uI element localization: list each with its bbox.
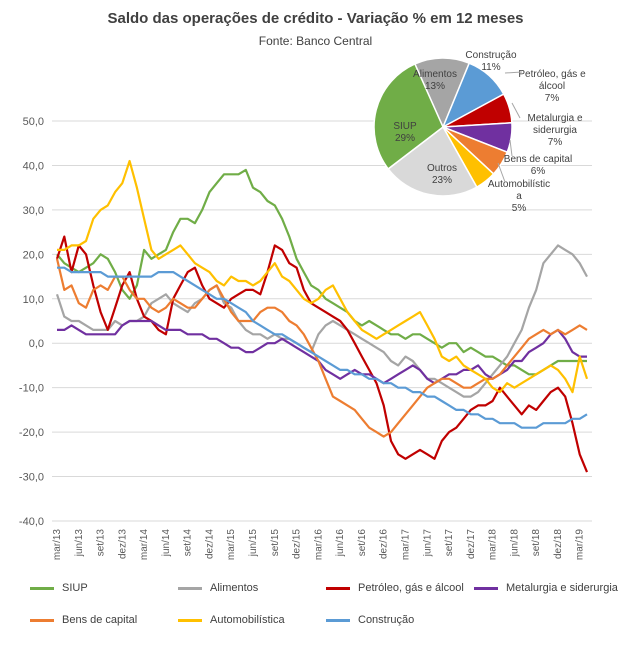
pie-leader-line [504, 71, 523, 74]
x-tick-label: dez/14 [204, 529, 215, 559]
pie-leader-line [511, 102, 521, 119]
series-line-6 [57, 266, 588, 429]
pie-label-bens-de-capital: Bens de capital 6% [504, 154, 572, 177]
y-tick-label: 30,0 [23, 205, 44, 217]
x-tick-label: mar/13 [52, 529, 63, 561]
pie-label-automobilistica: Automobilístic a 5% [488, 179, 550, 214]
pie-label-siup: SIUP 29% [393, 121, 417, 144]
x-tick-label: set/13 [96, 529, 107, 557]
pie-label-outros: Outros 23% [427, 163, 457, 186]
x-tick-label: mar/18 [488, 529, 499, 561]
legend-label: Petróleo, gás e álcool [358, 582, 464, 594]
x-tick-label: dez/16 [379, 529, 390, 559]
y-tick-label: 20,0 [23, 249, 44, 261]
x-tick-label: set/14 [183, 529, 194, 557]
x-tick-label: mar/14 [139, 529, 150, 561]
legend-swatch [178, 618, 202, 622]
legend-label: Construção [358, 614, 415, 626]
legend-item: Automobilística [178, 614, 285, 626]
x-tick-label: jun/13 [74, 529, 85, 558]
legend-label: Metalurgia e siderurgia [506, 582, 618, 594]
x-tick-label: dez/13 [117, 529, 128, 559]
y-tick-label: 10,0 [23, 294, 44, 306]
legend-swatch [30, 618, 54, 622]
series-line-5 [57, 159, 589, 394]
x-tick-label: jun/18 [509, 529, 520, 558]
x-tick-label: set/18 [531, 529, 542, 557]
x-tick-label: set/15 [270, 529, 281, 557]
y-tick-label: -30,0 [19, 472, 44, 484]
pie-slice-7 [387, 125, 478, 197]
legend-item: Construção [326, 614, 414, 626]
legend-item: SIUP [30, 582, 88, 594]
x-tick-label: mar/15 [226, 529, 237, 561]
x-tick-label: jun/17 [422, 529, 433, 558]
x-tick-label: set/17 [444, 529, 455, 557]
y-tick-label: -40,0 [19, 516, 44, 528]
pie-label-metalurgia: Metalurgia e siderurgia 7% [527, 113, 582, 148]
pie-slice-0 [373, 63, 444, 170]
legend-swatch [178, 586, 202, 590]
legend-swatch [30, 586, 54, 590]
x-tick-label: dez/17 [466, 529, 477, 559]
pie-slice-1 [413, 57, 471, 129]
x-tick-label: mar/16 [313, 529, 324, 561]
x-tick-label: jun/14 [161, 529, 172, 558]
series-line-2 [55, 235, 589, 473]
series-line-4 [55, 258, 588, 438]
pie-label-petroleo: Petróleo, gás e álcool 7% [518, 69, 586, 104]
pie-label-alimentos: Alimentos 13% [413, 69, 457, 92]
chart-title: Saldo das operações de crédito - Variaçã… [107, 10, 524, 27]
legend-swatch [326, 586, 350, 590]
x-tick-label: mar/17 [400, 529, 411, 561]
legend-item: Bens de capital [30, 614, 137, 626]
y-tick-label: 0,0 [29, 338, 44, 350]
legend-item: Petróleo, gás e álcool [326, 582, 464, 594]
legend-label: Automobilística [210, 614, 285, 626]
legend-swatch [326, 618, 350, 622]
legend-label: SIUP [62, 582, 88, 594]
x-tick-label: mar/19 [575, 529, 586, 561]
pie-leader-line [509, 139, 513, 157]
chart-subtitle: Fonte: Banco Central [258, 34, 373, 48]
y-tick-label: -20,0 [19, 427, 44, 439]
y-tick-label: 40,0 [23, 160, 44, 172]
legend-item: Alimentos [178, 582, 258, 594]
x-tick-label: set/16 [357, 529, 368, 557]
legend-swatch [474, 586, 498, 590]
legend-label: Bens de capital [62, 614, 138, 626]
x-tick-label: dez/15 [292, 529, 303, 559]
y-tick-label: 50,0 [23, 116, 44, 128]
legend-label: Alimentos [210, 582, 259, 594]
x-tick-label: jun/15 [248, 529, 259, 558]
series-line-1 [55, 244, 588, 398]
y-tick-label: -10,0 [19, 383, 44, 395]
x-tick-label: dez/18 [553, 529, 564, 559]
pie-leader-line [497, 162, 506, 183]
pie-label-construcao: Construção 11% [465, 50, 517, 73]
x-tick-label: jun/16 [335, 529, 346, 558]
legend-item: Metalurgia e siderurgia [474, 582, 618, 594]
